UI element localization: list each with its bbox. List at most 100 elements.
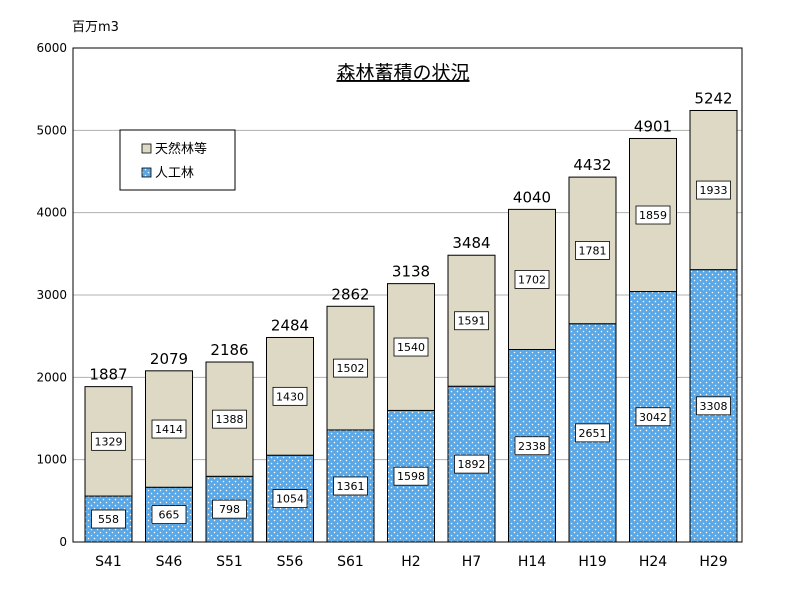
segment-value-plantation: 3308	[696, 396, 731, 416]
value-label-text: 1598	[397, 470, 425, 483]
value-label-text: 1329	[95, 435, 123, 448]
y-tick-label: 6000	[36, 41, 67, 55]
bar-total-label: 4432	[573, 156, 611, 174]
value-label-text: 1933	[700, 184, 728, 197]
segment-value-natural: 1540	[393, 337, 429, 357]
legend-box	[119, 129, 236, 191]
value-label-box	[454, 311, 489, 331]
value-label-box	[151, 505, 187, 525]
value-label-box	[454, 454, 489, 474]
value-label-box	[212, 409, 247, 429]
y-tick-label: 5000	[36, 123, 67, 137]
value-label-box	[696, 396, 731, 416]
value-label-box	[696, 180, 731, 200]
segment-value-natural: 1591	[454, 311, 489, 331]
value-label-box	[393, 466, 429, 486]
x-tick-label: S46	[156, 554, 183, 570]
value-label-box	[333, 358, 368, 378]
value-label-box	[575, 241, 610, 260]
y-tick-label: 0	[59, 535, 67, 549]
y-tick-label: 1000	[36, 453, 67, 467]
segment-value-natural: 1933	[696, 180, 731, 200]
segment-value-plantation: 2338	[514, 436, 550, 456]
x-tick-label: H19	[578, 554, 606, 570]
value-label-text: 558	[98, 513, 119, 526]
value-label-text: 3042	[639, 411, 667, 424]
value-label-text: 665	[159, 509, 180, 522]
x-tick-label: H24	[639, 554, 667, 570]
value-label-box	[635, 407, 671, 427]
legend-label-plantation: 人工林	[155, 166, 194, 181]
value-label-text: 798	[219, 503, 240, 516]
y-tick-label: 2000	[36, 370, 67, 384]
x-tick-label: S61	[337, 554, 364, 570]
segment-value-plantation: 665	[151, 505, 187, 525]
segment-value-natural: 1502	[333, 358, 368, 378]
segment-value-plantation: 1598	[393, 466, 429, 486]
segment-value-natural: 1388	[212, 409, 247, 429]
legend-swatch-plantation	[141, 167, 152, 178]
value-label-text: 1892	[458, 458, 486, 471]
segment-value-plantation: 1054	[272, 489, 308, 509]
value-label-box	[151, 419, 187, 439]
value-label-box	[91, 431, 126, 451]
legend-swatch-natural	[141, 143, 152, 154]
value-label-text: 1502	[337, 362, 365, 375]
segment-value-plantation: 1892	[454, 454, 489, 474]
segment-value-plantation: 1361	[333, 476, 368, 496]
value-label-box	[514, 270, 550, 289]
bar-total-label: 3484	[452, 234, 490, 252]
value-label-text: 1859	[639, 209, 667, 222]
segment-value-plantation: 3042	[635, 407, 671, 427]
value-label-box	[514, 436, 550, 456]
y-axis-ticks: 0 1000 2000 3000 4000 5000 6000	[36, 41, 67, 549]
segment-value-plantation: 2651	[575, 423, 610, 443]
legend-label-natural: 天然林等	[155, 141, 207, 157]
value-label-text: 1388	[216, 413, 244, 426]
value-label-text: 3308	[700, 400, 728, 413]
bar-total-label: 5242	[694, 89, 732, 107]
value-label-box	[393, 337, 429, 357]
value-label-box	[333, 476, 368, 496]
segment-value-plantation: 798	[212, 499, 247, 519]
x-tick-label: H2	[401, 554, 420, 570]
segment-value-natural: 1859	[635, 205, 671, 225]
x-tick-label: S41	[95, 554, 122, 570]
segment-value-natural: 1702	[514, 270, 550, 289]
value-label-text: 1591	[458, 315, 486, 328]
value-label-box	[272, 386, 308, 406]
bar-total-label: 2862	[331, 285, 369, 303]
bar-total-label: 2186	[210, 341, 248, 359]
x-tick-label: S51	[216, 554, 243, 570]
value-label-text: 1361	[337, 480, 365, 493]
plot-frame	[72, 47, 743, 543]
bar-total-label: 2079	[150, 350, 188, 368]
segment-value-plantation: 558	[91, 509, 126, 529]
x-tick-label: H14	[518, 554, 546, 570]
x-tick-label: S56	[277, 554, 304, 570]
chart-title: 森林蓄積の状況	[336, 62, 469, 84]
segment-value-natural: 1430	[272, 386, 308, 406]
value-labels: 558 1329 1887 665 1414 2079 798 1388 2186 1054 143…	[89, 89, 733, 529]
value-label-text: 1781	[579, 244, 607, 257]
value-label-box	[91, 509, 126, 529]
value-label-box	[212, 499, 247, 519]
value-label-text: 1702	[518, 273, 546, 286]
segment-value-natural: 1329	[91, 431, 126, 451]
x-tick-label: H29	[699, 554, 727, 570]
value-label-text: 1054	[276, 493, 304, 506]
value-label-text: 2651	[579, 427, 607, 440]
value-label-box	[575, 423, 610, 443]
y-axis-unit-label: 百万m3	[72, 20, 119, 35]
bar-total-label: 4040	[513, 188, 551, 206]
value-label-text: 2338	[518, 440, 546, 453]
bar-total-label: 2484	[271, 316, 309, 334]
x-axis-ticks: S41 S46 S51 S56 S61 H2 H7 H14 H19 H24 H29	[95, 554, 728, 570]
legend: 天然林等 人工林	[119, 129, 236, 191]
y-tick-label: 3000	[36, 288, 67, 302]
value-label-text: 1430	[276, 390, 304, 403]
value-label-box	[635, 205, 671, 225]
y-tick-label: 4000	[36, 206, 67, 220]
segment-value-natural: 1414	[151, 419, 187, 439]
